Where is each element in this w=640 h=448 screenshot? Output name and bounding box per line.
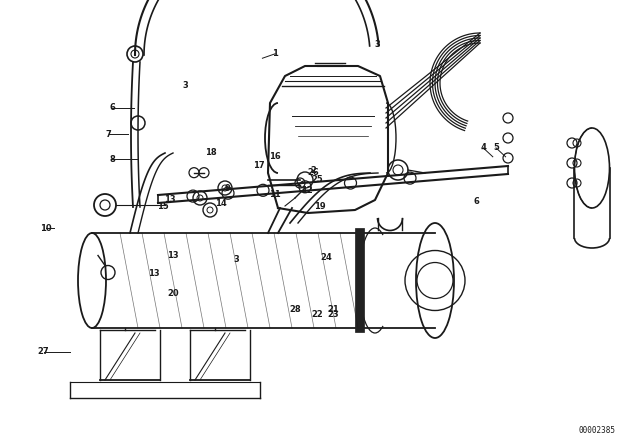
Text: 2: 2 (310, 166, 317, 175)
Text: 8: 8 (109, 155, 115, 164)
Text: 3: 3 (183, 81, 188, 90)
Text: 21: 21 (327, 305, 339, 314)
Text: 3: 3 (234, 255, 239, 264)
Text: 9: 9 (225, 184, 230, 193)
Text: 4: 4 (480, 143, 486, 152)
Text: 12: 12 (301, 186, 313, 195)
Text: 20: 20 (167, 289, 179, 298)
Text: 16: 16 (269, 152, 281, 161)
Text: 27: 27 (38, 347, 49, 356)
Text: 3: 3 (375, 40, 380, 49)
Text: 17: 17 (253, 161, 265, 170)
Text: 13: 13 (148, 269, 159, 278)
Text: 1: 1 (272, 49, 278, 58)
Text: 22: 22 (311, 310, 323, 319)
Text: 15: 15 (157, 202, 169, 211)
Text: 28: 28 (290, 305, 301, 314)
Text: 18: 18 (205, 148, 217, 157)
Text: 00002385: 00002385 (579, 426, 616, 435)
Text: 26: 26 (308, 168, 319, 177)
Text: 19: 19 (314, 202, 326, 211)
Text: 13: 13 (164, 195, 175, 204)
Text: 7: 7 (106, 130, 111, 139)
Text: 25: 25 (311, 175, 323, 184)
Text: 14: 14 (215, 199, 227, 208)
Text: 10: 10 (40, 224, 52, 233)
Text: 13: 13 (167, 251, 179, 260)
Text: 6: 6 (474, 197, 480, 206)
Text: 11: 11 (269, 190, 281, 199)
Text: 24: 24 (321, 253, 332, 262)
Text: 6: 6 (109, 103, 115, 112)
Text: 5: 5 (493, 143, 499, 152)
Text: 23: 23 (327, 310, 339, 319)
